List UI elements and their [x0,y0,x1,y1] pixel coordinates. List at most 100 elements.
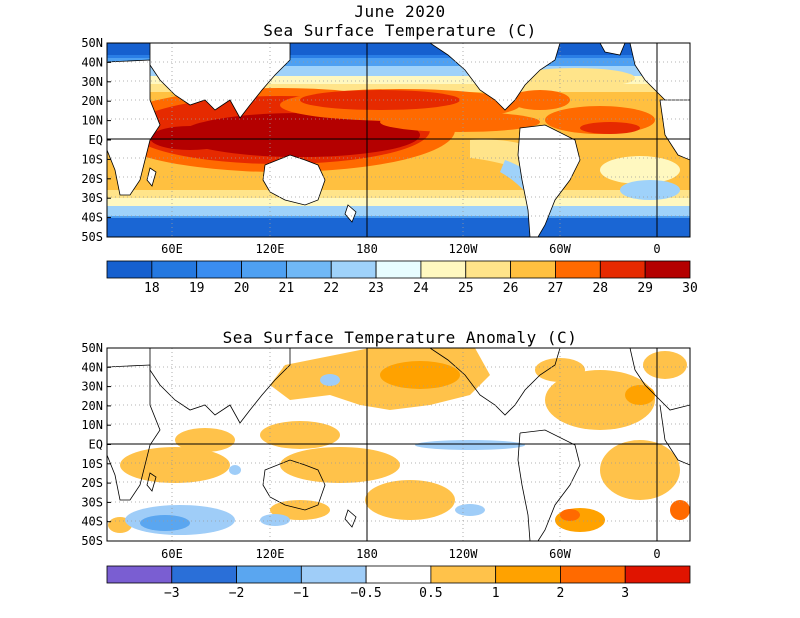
colorbar-swatch [560,565,626,584]
new-zealand-landmass [344,204,357,223]
colorbar-swatch [420,260,467,279]
lat-label: 50S [81,534,103,548]
eurasia-coast [149,348,291,424]
lat-label: 40N [81,360,103,374]
colorbar-swatch [375,260,422,279]
lat-label: 10N [81,418,103,432]
lon-label: 120W [449,547,479,561]
colorbar-swatch [330,260,377,279]
africa-landmass [107,59,161,196]
colorbar-swatch [106,260,153,279]
colorbar-swatch [106,565,173,584]
lon-label: 0 [653,242,660,256]
map-month-title: June 2020 [354,2,446,21]
colorbar-label: 29 [637,281,653,296]
colorbar-label: 30 [682,281,698,296]
colorbar-label: 25 [458,281,474,296]
colorbar-swatch [196,260,242,279]
north-america-landmass [429,43,561,111]
new-zealand-coast [344,509,357,528]
anomaly-lon-labels: 60E 120E 180 120W 60W 0 [161,547,660,561]
sst-gridlines [107,43,690,237]
sst-lat-labels: 50N 40N 30N 20N 10N EQ 10S 20S 30S 40S 50S [81,36,111,244]
colorbar-swatch [465,260,512,279]
lat-label: 20S [81,172,103,186]
south-america-coast [517,429,581,541]
colorbar-swatch [236,565,302,584]
colorbar-label: 20 [234,281,250,296]
colorbar-label: 22 [323,281,339,296]
sst-land [107,43,690,237]
colorbar-label: −0.5 [350,586,381,601]
sst-map: 50N 40N 30N 20N 10N EQ 10S 20S 30S 40S 50S 60E 120E… [81,36,691,256]
lat-label: 10S [81,152,103,166]
colorbar-swatch [300,565,367,584]
lon-label: 120W [449,242,479,256]
lat-label: 20N [81,399,103,413]
lat-label: 10N [81,114,103,128]
colorbar-swatch [151,260,198,279]
colorbar-label: 24 [413,281,429,296]
colorbar-label: 18 [144,281,160,296]
south-america-landmass [517,124,581,237]
colorbar-label: 3 [621,586,629,601]
colorbar-swatch [624,565,691,584]
lon-label: 120E [256,547,285,561]
sst-colorbar: 18 19 20 21 22 23 24 25 26 27 28 29 30 [106,260,698,296]
africa-coast [107,364,161,501]
anomaly-colorbar: −3 −2 −1 −0.5 0.5 1 2 3 [106,565,691,601]
lon-label: 180 [356,547,378,561]
lat-label: 30N [81,380,103,394]
greenland-landmass [599,43,626,56]
europe-coast [629,348,690,411]
colorbar-swatch [510,260,556,279]
lat-label: 20N [81,94,103,108]
colorbar-swatch [599,260,646,279]
lat-label: 20S [81,476,103,490]
colorbar-label: 21 [279,281,295,296]
lon-label: 120E [256,242,285,256]
lat-label: 50N [81,341,103,355]
sst-lon-labels: 60E 120E 180 120W 60W 0 [161,242,660,256]
colorbar-swatch [644,260,691,279]
lon-label: 60W [549,242,571,256]
lon-label: 60W [549,547,571,561]
colorbar-swatch [495,565,561,584]
colorbar-label: 28 [592,281,608,296]
lat-label: 40N [81,55,103,69]
lon-label: 60E [161,547,183,561]
colorbar-label: 1 [492,586,500,601]
lat-label: EQ [89,438,103,452]
anomaly-map: 50N 40N 30N 20N 10N EQ 10S 20S 30S 40S 50S 60E 120E… [81,341,691,561]
lat-label: 50S [81,230,103,244]
colorbar-swatch [285,260,332,279]
colorbar-swatch [241,260,287,279]
lat-label: 10S [81,457,103,471]
colorbar-label: 23 [368,281,384,296]
africa-west-coast [659,404,690,466]
lat-label: 30S [81,495,103,509]
colorbar-swatch [365,565,432,584]
lon-label: 0 [653,547,660,561]
colorbar-label: 19 [189,281,205,296]
lat-label: 30S [81,191,103,205]
lon-label: 180 [356,242,378,256]
madagascar-coast [146,472,157,492]
anomaly-land [107,348,690,541]
lat-label: 40S [81,211,103,225]
colorbar-swatch [555,260,601,279]
anomaly-lat-labels: 50N 40N 30N 20N 10N EQ 10S 20S 30S 40S 50S [81,341,111,548]
colorbar-label: 27 [548,281,564,296]
colorbar-label: −3 [164,586,180,601]
colorbar-label: −1 [294,586,310,601]
lat-label: 50N [81,36,103,50]
lat-label: EQ [89,133,103,147]
north-america-coast [429,348,561,416]
colorbar-label: 0.5 [419,586,442,601]
lon-label: 60E [161,242,183,256]
lat-label: 40S [81,515,103,529]
colorbar-label: −2 [229,586,245,601]
africa-west-landmass [659,99,690,161]
colorbar-swatch [430,565,497,584]
